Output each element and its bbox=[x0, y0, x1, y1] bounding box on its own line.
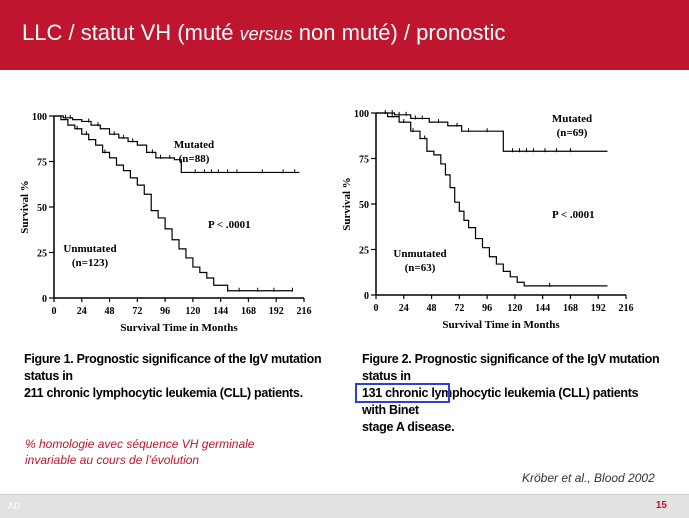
page-number: 15 bbox=[655, 500, 667, 511]
note-line-1: % homologie avec séquence VH germinale bbox=[25, 437, 255, 451]
x-axis-label: Survival Time in Months bbox=[442, 319, 560, 331]
footer-bar: AD 15 bbox=[0, 494, 689, 518]
x-tick-label: 48 bbox=[105, 306, 115, 317]
figure-2-caption-line-2: 131 chronic lymphocytic leukemia (CLL) p… bbox=[362, 386, 639, 417]
y-axis-label: Survival % bbox=[19, 180, 31, 233]
y-tick-label: 0 bbox=[42, 294, 47, 305]
x-tick-label: 72 bbox=[454, 303, 464, 314]
series-n-label: (n=123) bbox=[72, 257, 109, 269]
slide-title: LLC / statut VH (muté versus non muté) /… bbox=[22, 20, 505, 46]
x-tick-label: 0 bbox=[374, 303, 379, 314]
reference-citation: Kröber et al., Blood 2002 bbox=[522, 471, 655, 485]
y-tick-label: 25 bbox=[37, 249, 47, 260]
title-text-2: non muté) / pronostic bbox=[292, 20, 506, 45]
x-tick-label: 120 bbox=[185, 306, 200, 317]
footer-author: AD bbox=[8, 501, 21, 511]
series-line-unmutated bbox=[376, 112, 608, 287]
figure-2-caption: Figure 2. Prognostic significance of the… bbox=[362, 351, 662, 436]
figure-2-caption-line-1: Figure 2. Prognostic significance of the… bbox=[362, 352, 660, 383]
series-label: Mutated bbox=[552, 113, 592, 125]
title-text-italic: versus bbox=[239, 24, 293, 44]
x-tick-label: 216 bbox=[297, 306, 312, 317]
series-line-mutated bbox=[54, 115, 300, 174]
x-tick-label: 96 bbox=[482, 303, 492, 314]
y-tick-label: 25 bbox=[359, 246, 369, 257]
x-tick-label: 144 bbox=[213, 306, 228, 317]
series-line-mutated bbox=[376, 112, 608, 152]
x-tick-label: 192 bbox=[591, 303, 606, 314]
x-tick-label: 144 bbox=[535, 303, 550, 314]
p-value-annotation: P < .0001 bbox=[552, 209, 595, 221]
x-tick-label: 72 bbox=[132, 306, 142, 317]
x-tick-label: 24 bbox=[77, 306, 87, 317]
note-line-2: invariable au cours de l’évolution bbox=[25, 453, 200, 467]
x-tick-label: 192 bbox=[269, 306, 284, 317]
y-tick-label: 100 bbox=[354, 109, 369, 120]
x-tick-label: 48 bbox=[427, 303, 437, 314]
survival-chart-1: 0 25 50 75 100 0 24 48 72 96 120 144 168 192 216 Surviv… bbox=[19, 112, 312, 334]
x-axis-label: Survival Time in Months bbox=[120, 322, 238, 334]
x-tick-label: 216 bbox=[619, 303, 634, 314]
y-tick-label: 50 bbox=[359, 200, 369, 211]
y-tick-label: 0 bbox=[364, 291, 369, 302]
y-tick-label: 100 bbox=[32, 112, 47, 123]
title-bar: LLC / statut VH (muté versus non muté) /… bbox=[0, 0, 689, 70]
series-n-label: (n=69) bbox=[557, 127, 588, 139]
y-axis-label: Survival % bbox=[341, 177, 353, 230]
x-tick-label: 0 bbox=[52, 306, 57, 317]
y-tick-label: 50 bbox=[37, 203, 47, 214]
x-tick-label: 168 bbox=[241, 306, 256, 317]
x-tick-label: 24 bbox=[399, 303, 409, 314]
figure-1-caption-line-2: 211 chronic lymphocytic leukemia (CLL) p… bbox=[24, 386, 303, 400]
series-n-label: (n=63) bbox=[405, 262, 436, 274]
survival-chart-2: 0 25 50 75 100 0 24 48 72 96 120 144 168 192 216 Surviv… bbox=[341, 109, 634, 331]
series-n-label: (n=88) bbox=[179, 153, 210, 165]
p-value-annotation: P < .0001 bbox=[208, 219, 251, 231]
figure-2-caption-line-3: stage A disease. bbox=[362, 420, 455, 434]
title-text-1: LLC / statut VH (muté bbox=[22, 20, 240, 45]
homology-note: % homologie avec séquence VH germinale i… bbox=[25, 436, 254, 468]
x-tick-label: 96 bbox=[160, 306, 170, 317]
highlight-box bbox=[355, 383, 450, 403]
series-label: Unmutated bbox=[393, 248, 446, 260]
x-tick-label: 120 bbox=[507, 303, 522, 314]
series-line-unmutated bbox=[54, 115, 293, 292]
figure-1-caption-line-1: Figure 1. Prognostic significance of the… bbox=[24, 352, 322, 383]
series-label: Unmutated bbox=[63, 243, 116, 255]
figure-1-caption: Figure 1. Prognostic significance of the… bbox=[24, 351, 344, 402]
series-label: Mutated bbox=[174, 139, 214, 151]
x-tick-label: 168 bbox=[563, 303, 578, 314]
y-tick-label: 75 bbox=[37, 158, 47, 169]
y-tick-label: 75 bbox=[359, 155, 369, 166]
